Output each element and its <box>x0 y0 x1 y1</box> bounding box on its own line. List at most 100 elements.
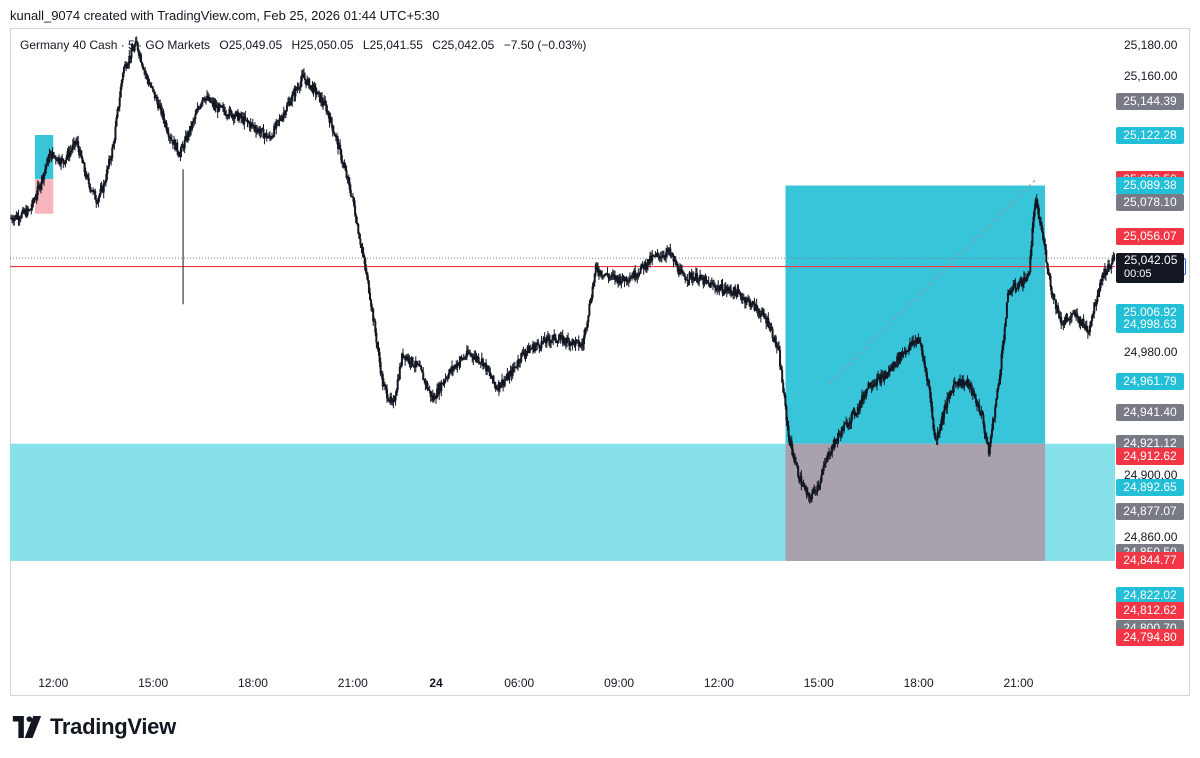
candle-body <box>261 128 264 130</box>
tradingview-logo[interactable]: TradingView <box>12 714 176 740</box>
candle-body <box>351 196 354 198</box>
symbol-name[interactable]: Germany 40 Cash · 5 · GO Markets <box>20 38 211 52</box>
time-tick-label: 15:00 <box>803 676 834 690</box>
candle <box>541 341 544 345</box>
candle <box>95 195 98 208</box>
candle <box>775 341 778 354</box>
candle <box>639 265 642 274</box>
candle-body <box>342 163 345 165</box>
candle-body <box>355 215 358 223</box>
candle-body <box>382 383 385 387</box>
candle <box>1053 294 1056 301</box>
candle-body <box>112 144 115 148</box>
candle-body <box>775 345 778 348</box>
candle-body <box>830 452 833 455</box>
candle <box>519 358 522 368</box>
candle <box>154 94 157 99</box>
candle <box>496 384 499 392</box>
candle-body <box>259 131 262 134</box>
candle <box>1088 321 1091 337</box>
candle <box>422 366 425 381</box>
candle <box>340 148 343 164</box>
candle <box>944 399 947 411</box>
candle <box>789 437 792 448</box>
candle-body <box>296 87 299 90</box>
candle <box>989 433 992 448</box>
candle <box>1090 320 1093 328</box>
candle-body <box>311 85 314 93</box>
candle <box>916 336 919 345</box>
candle <box>973 392 976 399</box>
candle-body <box>634 270 637 278</box>
candle-body <box>667 249 670 253</box>
candle <box>947 392 950 401</box>
candle-body <box>389 396 392 402</box>
candle <box>766 315 769 327</box>
candle-body <box>42 176 45 180</box>
candle-body <box>893 362 895 367</box>
candle <box>55 158 58 162</box>
candle-body <box>611 274 614 276</box>
candle-body <box>439 384 442 391</box>
candle-body <box>747 298 750 300</box>
candle-body <box>232 114 235 120</box>
candle-body <box>113 140 116 145</box>
candle <box>734 284 737 296</box>
candle-body <box>427 389 430 391</box>
candle-body <box>325 104 328 112</box>
candle <box>54 154 57 165</box>
candle-body <box>425 383 428 385</box>
candle-body <box>577 340 580 347</box>
candle-body <box>748 299 751 301</box>
candle <box>223 103 226 116</box>
candle-body <box>870 386 873 388</box>
candle-body <box>709 282 712 288</box>
candle <box>748 296 751 307</box>
candle-body <box>66 151 69 158</box>
candle <box>109 155 112 164</box>
candle-body <box>683 273 686 277</box>
candle-body <box>837 433 840 438</box>
candle-body <box>919 342 922 345</box>
candle <box>836 432 839 448</box>
candle <box>715 285 718 292</box>
candle-body <box>845 421 848 423</box>
candle <box>360 243 363 254</box>
candle <box>11 215 14 224</box>
candle <box>1049 273 1052 291</box>
candle <box>386 384 389 403</box>
candle-body <box>462 357 465 360</box>
candle <box>35 190 38 204</box>
candle-body <box>592 282 595 287</box>
candle-body <box>136 42 139 51</box>
candle <box>781 366 784 384</box>
candle-body <box>126 66 129 69</box>
candle <box>884 370 887 380</box>
candle <box>588 299 591 317</box>
candle-body <box>891 365 894 367</box>
candle-body <box>799 475 802 482</box>
candle <box>759 310 762 323</box>
candle <box>106 166 109 174</box>
candle-body <box>222 107 225 109</box>
candle-body <box>749 300 752 307</box>
candle-body <box>776 346 779 348</box>
candle-body <box>569 342 572 346</box>
zone-long-stop-4 <box>785 443 1046 561</box>
candle <box>153 91 156 102</box>
candle <box>667 247 670 256</box>
candle <box>605 272 608 276</box>
candle <box>872 379 875 389</box>
price-tick-label: 25,160.00 <box>1124 69 1178 84</box>
candle-body <box>772 337 775 342</box>
candle-body <box>833 439 836 449</box>
candle-body <box>248 122 251 128</box>
candle <box>626 279 629 285</box>
candle-body <box>410 357 413 365</box>
candle <box>187 130 190 141</box>
candle-body <box>639 268 642 274</box>
candle <box>814 486 817 496</box>
candle-body <box>316 91 319 94</box>
candle-body <box>907 346 910 352</box>
